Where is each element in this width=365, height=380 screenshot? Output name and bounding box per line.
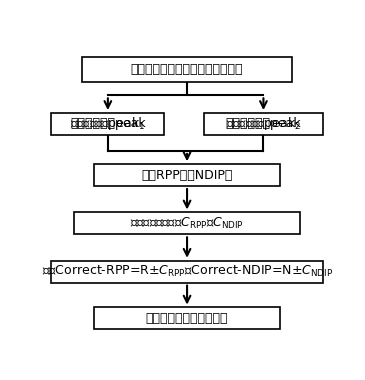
Text: 计算Correct-RPP=R$\pm C_{\mathrm{RPP}}$、Correct-NDIP=N$\pm C_{\mathrm{NDIP}}$: 计算Correct-RPP=R$\pm C_{\mathrm{RPP}}$、Co…: [42, 264, 333, 279]
FancyBboxPatch shape: [82, 57, 292, 82]
Text: 读取光谱峰值peak$_2$: 读取光谱峰值peak$_2$: [226, 116, 301, 132]
Text: 实现西瓜成熟度无损检测: 实现西瓜成熟度无损检测: [146, 312, 228, 325]
Text: 计算RPP值、NDIP值: 计算RPP值、NDIP值: [141, 169, 233, 182]
Text: 读取光谱峰值peak: 读取光谱峰值peak: [70, 117, 146, 130]
Text: 计算边界校正因子$C_{\mathrm{RPP}}$、$C_{\mathrm{NDIP}}$: 计算边界校正因子$C_{\mathrm{RPP}}$、$C_{\mathrm{N…: [130, 216, 244, 231]
FancyBboxPatch shape: [94, 164, 280, 186]
Text: 读取光谱峰值peak: 读取光谱峰值peak: [226, 117, 301, 130]
Text: 读取光谱峰值peak$_1$: 读取光谱峰值peak$_1$: [70, 116, 146, 132]
FancyBboxPatch shape: [204, 113, 323, 135]
FancyBboxPatch shape: [51, 113, 164, 135]
FancyBboxPatch shape: [74, 212, 300, 234]
FancyBboxPatch shape: [94, 307, 280, 329]
Text: 采集不同成熟度西瓜的漫透射光谱: 采集不同成熟度西瓜的漫透射光谱: [131, 63, 243, 76]
FancyBboxPatch shape: [51, 261, 323, 283]
